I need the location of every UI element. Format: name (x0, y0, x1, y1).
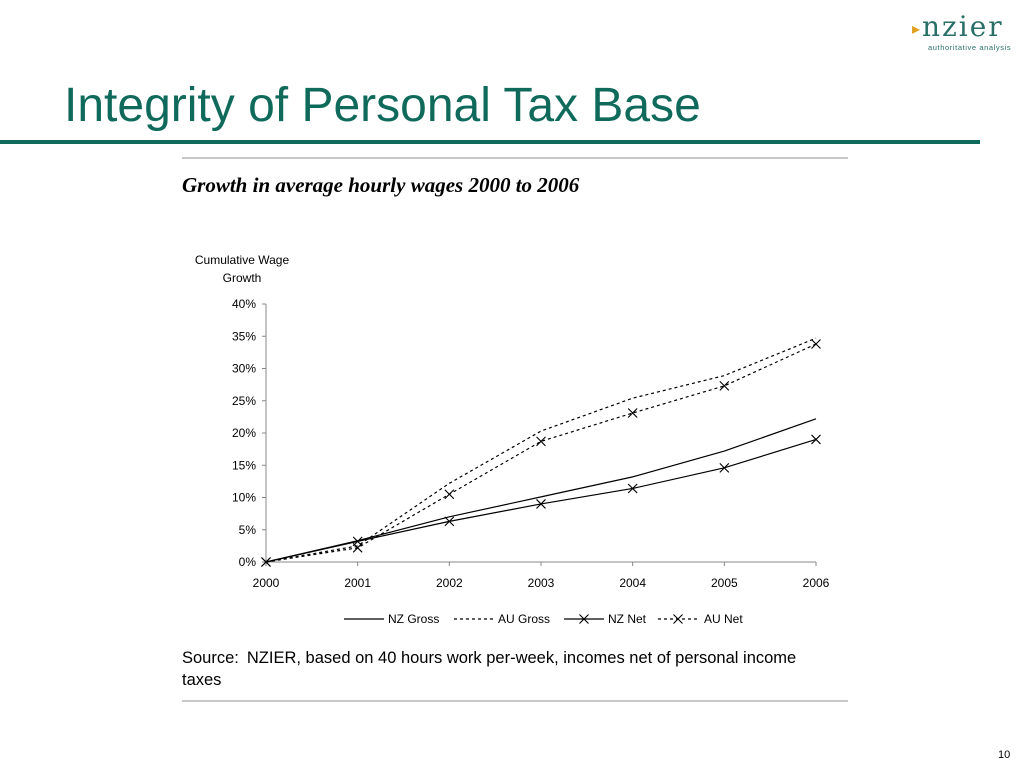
legend-item: AU Gross (454, 612, 550, 626)
chart-top-divider (182, 157, 848, 159)
title-divider (0, 140, 980, 144)
x-tick-label: 2002 (436, 576, 463, 590)
legend-label: NZ Net (608, 612, 647, 626)
legend-item: NZ Gross (344, 612, 439, 626)
y-tick-label: 40% (232, 297, 256, 311)
data-point-marker (811, 339, 821, 349)
x-tick-label: 2005 (711, 576, 738, 590)
x-tick-label: 2006 (803, 576, 830, 590)
legend-label: AU Gross (498, 612, 550, 626)
legend-marker (673, 614, 683, 624)
y-tick-label: 10% (232, 491, 256, 505)
logo-wordmark: nzier (922, 10, 1004, 43)
data-point-marker (719, 381, 730, 391)
series-au-gross (265, 337, 817, 563)
source-text: NZIER, based on 40 hours work per-week, … (182, 649, 797, 689)
data-point-marker (352, 542, 363, 553)
data-point-marker (811, 434, 821, 445)
series-nz-gross (265, 418, 817, 563)
x-tick-label: 2000 (253, 576, 280, 590)
data-point-marker (627, 408, 638, 418)
logo-tagline: authoritative analysis (928, 43, 1012, 52)
series-line (265, 337, 817, 563)
legend-marker (579, 614, 589, 624)
y-tick-label: 35% (232, 329, 256, 343)
chart-bottom-divider (182, 700, 848, 702)
data-point-marker (627, 483, 638, 494)
y-tick-label: 20% (232, 426, 256, 440)
y-tick-label: 5% (239, 523, 257, 537)
y-axis-title: Growth (223, 271, 262, 285)
data-point-marker (536, 436, 546, 447)
data-point-marker (719, 462, 730, 473)
legend-label: NZ Gross (388, 612, 439, 626)
page-number: 10 (998, 749, 1011, 761)
data-point-marker (444, 489, 455, 500)
data-point-marker (444, 516, 455, 527)
source-label: Source: (182, 649, 239, 667)
series-nz-net (261, 434, 821, 567)
series-line (265, 438, 817, 563)
y-tick-label: 15% (232, 458, 256, 472)
slide-title: Integrity of Personal Tax Base (64, 79, 701, 132)
nzier-logo: ▸ nzier authoritative analysis (912, 10, 1012, 52)
chart-title: Growth in average hourly wages 2000 to 2… (182, 173, 580, 197)
series-line (265, 343, 817, 563)
x-tick-label: 2004 (619, 576, 646, 590)
x-tick-label: 2003 (528, 576, 555, 590)
legend-label: AU Net (704, 612, 743, 626)
source-note: Source: NZIER, based on 40 hours work per… (182, 647, 832, 691)
legend-item: AU Net (658, 612, 743, 626)
series-au-net (261, 339, 821, 567)
data-point-marker (536, 499, 546, 509)
y-tick-label: 0% (239, 555, 257, 569)
data-point-marker (261, 557, 271, 567)
series-line (265, 418, 817, 563)
x-tick-label: 2001 (344, 576, 371, 590)
y-tick-label: 30% (232, 362, 256, 376)
y-tick-label: 25% (232, 394, 256, 408)
legend-item: NZ Net (564, 612, 647, 626)
legend: NZ Gross AU Gross NZ Net AU Net (344, 612, 743, 626)
logo-arrow-icon: ▸ (912, 21, 921, 38)
y-axis-title: Cumulative Wage (195, 253, 290, 267)
